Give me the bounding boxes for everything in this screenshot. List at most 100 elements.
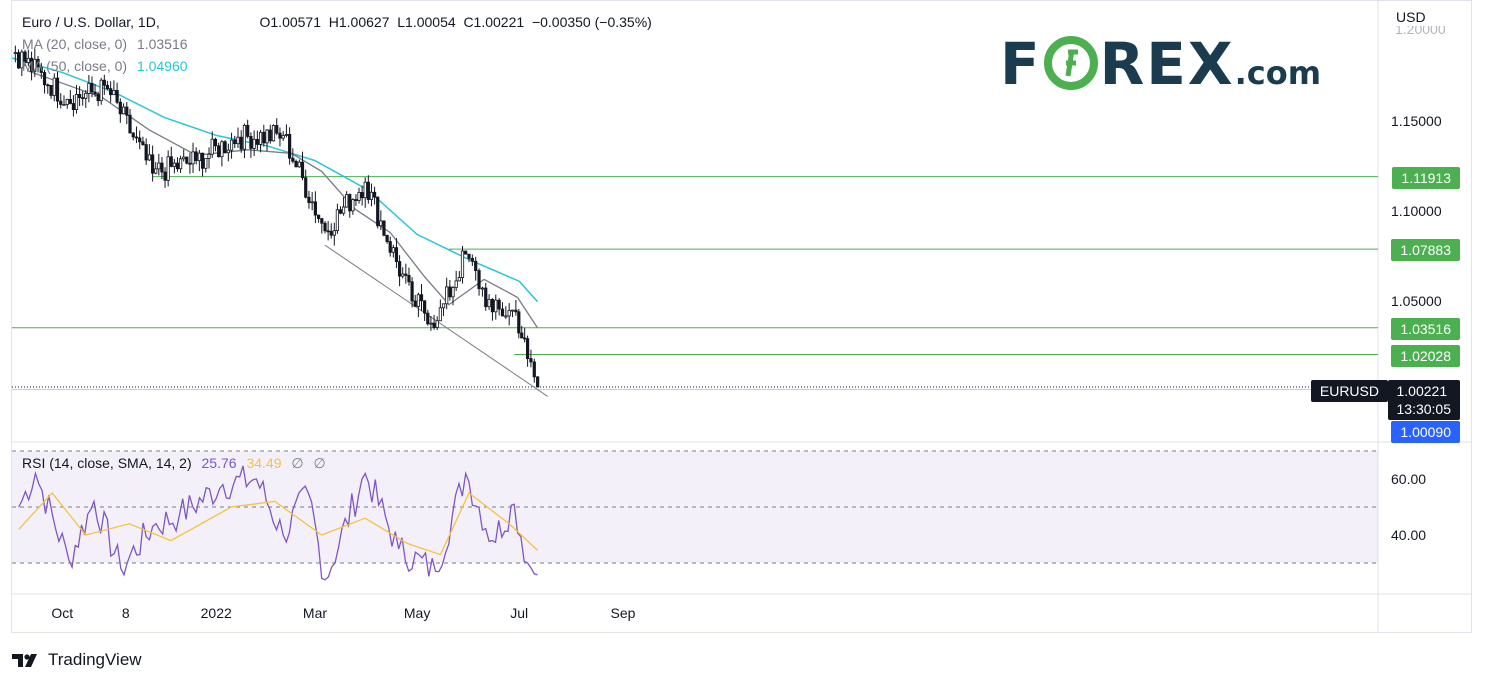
price-tick-label: 1.15000: [1391, 113, 1442, 129]
candle-body: [397, 261, 402, 277]
level-pill-1: 1.11913: [1392, 167, 1460, 189]
candle-body: [265, 129, 269, 144]
candle-body: [99, 79, 103, 102]
candle-body: [262, 131, 266, 144]
candle-body: [388, 241, 392, 253]
candle-body: [477, 270, 481, 290]
candle-body: [500, 308, 505, 317]
candle-body: [121, 106, 126, 115]
candle-body: [504, 315, 508, 318]
candle-body: [464, 250, 468, 255]
candle-body: [59, 100, 63, 105]
rsi-sma-value: 34.49: [246, 455, 282, 471]
candle-body: [288, 134, 292, 159]
candle-body: [182, 156, 186, 160]
rsi-label[interactable]: RSI (14, close, SMA, 14, 2): [22, 455, 192, 471]
candle-body: [105, 84, 110, 89]
candle-body: [487, 298, 491, 308]
candle-body: [448, 286, 452, 298]
candle-body: [413, 300, 417, 307]
candle-body: [112, 90, 116, 96]
candle-body: [432, 322, 436, 328]
candle-body: [307, 196, 311, 203]
candle-body: [480, 287, 484, 290]
candle-body: [226, 149, 230, 154]
logo-coin-icon: [1043, 36, 1098, 90]
candle-body: [329, 230, 333, 236]
candle-body: [310, 201, 314, 204]
candle-body: [242, 124, 247, 150]
rsi-line: [18, 465, 538, 581]
candle-body: [36, 58, 40, 69]
candle-body: [163, 171, 167, 181]
candle-body: [326, 230, 330, 233]
candle-body: [23, 51, 27, 63]
candle-body: [507, 309, 511, 317]
candle-body: [39, 67, 43, 73]
candle-body: [497, 299, 501, 310]
tradingview-brand[interactable]: TradingView: [12, 650, 142, 670]
candle-body: [335, 209, 339, 232]
candle-body: [16, 52, 21, 69]
candle-body: [304, 177, 308, 198]
candle-body: [438, 307, 442, 322]
candle-body: [300, 161, 305, 179]
candle-body: [55, 77, 60, 102]
candle-body: [332, 230, 336, 236]
candle-body: [429, 322, 433, 325]
candle-body: [470, 257, 474, 262]
candle-body: [258, 131, 263, 145]
candle-body: [271, 125, 276, 142]
chart-legend: Euro / U.S. Dollar, 1D, O1.00571 H1.0062…: [22, 11, 652, 77]
candle-body: [175, 162, 180, 170]
candle-body: [360, 192, 364, 199]
candle-body: [529, 358, 533, 363]
candle-body: [46, 84, 50, 87]
candle-body: [154, 168, 158, 174]
candle-body: [490, 298, 495, 313]
candle-body: [166, 156, 170, 181]
candle-body: [169, 156, 173, 167]
candle-body: [278, 132, 282, 139]
candle-body: [268, 129, 272, 142]
candle-body: [391, 247, 395, 253]
candle-body: [33, 58, 37, 72]
rsi-legend: RSI (14, close, SMA, 14, 2) 25.76 34.49 …: [22, 455, 326, 472]
candle-body: [426, 312, 430, 325]
candle-body: [236, 136, 240, 145]
candle-body: [29, 57, 34, 72]
candle-body: [454, 280, 458, 288]
rsi-na-1: ∅: [291, 455, 304, 471]
candle-body: [138, 137, 142, 143]
candle-body: [49, 84, 53, 96]
candle-body: [81, 97, 85, 100]
candle-body: [357, 192, 361, 201]
candle-body: [147, 154, 151, 161]
candle-body: [210, 138, 214, 155]
candle-body: [351, 199, 355, 212]
candle-body: [323, 222, 327, 232]
time-tick-label: 2022: [201, 605, 232, 621]
candle-body: [460, 250, 465, 278]
candle-body: [532, 361, 536, 378]
candle-body: [213, 138, 218, 147]
candle-body: [20, 51, 24, 69]
candle-body: [246, 124, 250, 137]
candle-body: [217, 145, 221, 158]
candle-body: [151, 154, 155, 174]
candle-body: [115, 90, 119, 103]
bar-countdown: 13:30:05: [1396, 401, 1452, 417]
current-price: 1.00221: [1396, 383, 1448, 399]
time-tick-label: Mar: [303, 605, 327, 621]
candle-body: [134, 136, 139, 139]
ma20-label[interactable]: MA (20, close, 0): [22, 36, 128, 52]
candle-body: [363, 181, 367, 199]
axis-currency: USD: [1396, 9, 1426, 25]
ohlc-readout: O1.00571 H1.00627 L1.00054 C1.00221 −0.0…: [259, 14, 652, 30]
low-price-pill: 1.00090: [1391, 421, 1460, 443]
candle-body: [419, 294, 424, 302]
candle-body: [84, 93, 88, 99]
candle-body: [372, 191, 377, 198]
ma50-label[interactable]: MA (50, close, 0): [22, 58, 128, 74]
